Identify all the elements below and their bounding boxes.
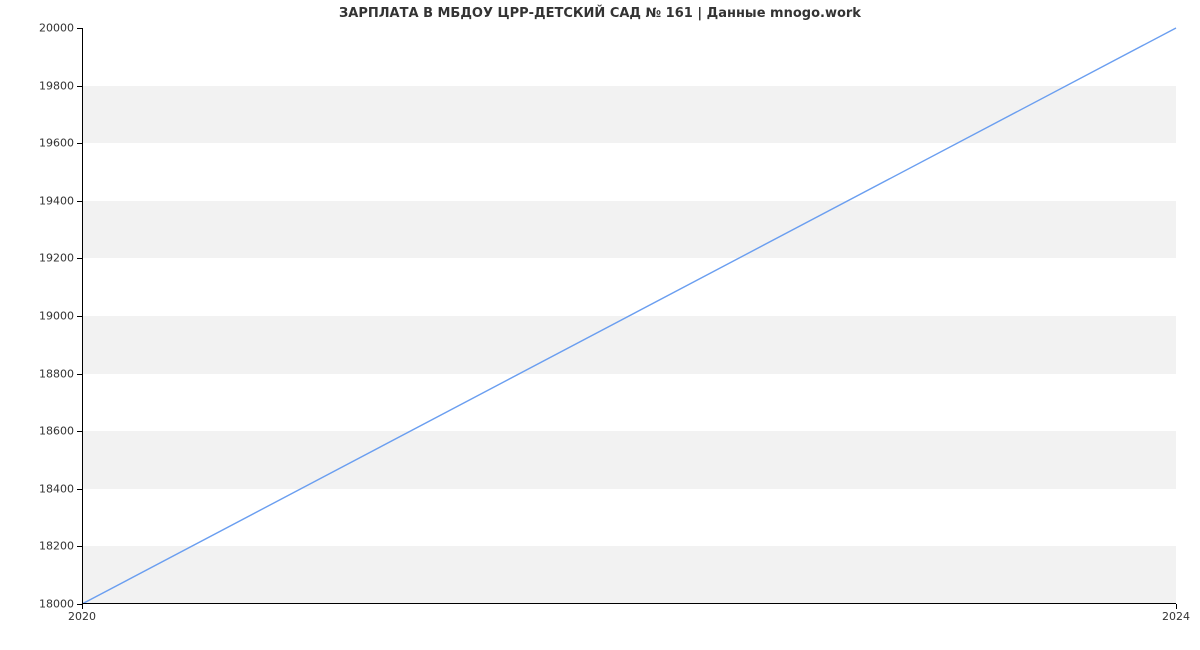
ytick-mark: [77, 143, 82, 144]
ytick-label: 19600: [39, 137, 82, 150]
data-line: [82, 28, 1176, 604]
ytick-label: 19800: [39, 79, 82, 92]
ytick-mark: [77, 201, 82, 202]
ytick-label: 18200: [39, 540, 82, 553]
ytick-label: 19400: [39, 194, 82, 207]
xtick-mark: [1176, 604, 1177, 609]
ytick-mark: [77, 86, 82, 87]
ytick-label: 20000: [39, 22, 82, 35]
ytick-mark: [77, 316, 82, 317]
line-layer: [82, 28, 1176, 604]
ytick-mark: [77, 28, 82, 29]
ytick-mark: [77, 431, 82, 432]
chart-title: ЗАРПЛАТА В МБДОУ ЦРР-ДЕТСКИЙ САД № 161 |…: [0, 6, 1200, 21]
ytick-mark: [77, 489, 82, 490]
ytick-label: 19200: [39, 252, 82, 265]
xtick-mark: [82, 604, 83, 609]
ytick-label: 18400: [39, 482, 82, 495]
ytick-mark: [77, 374, 82, 375]
ytick-mark: [77, 258, 82, 259]
ytick-label: 18800: [39, 367, 82, 380]
ytick-mark: [77, 546, 82, 547]
plot-area: 1800018200184001860018800190001920019400…: [82, 28, 1176, 604]
ytick-label: 18600: [39, 425, 82, 438]
ytick-label: 19000: [39, 310, 82, 323]
